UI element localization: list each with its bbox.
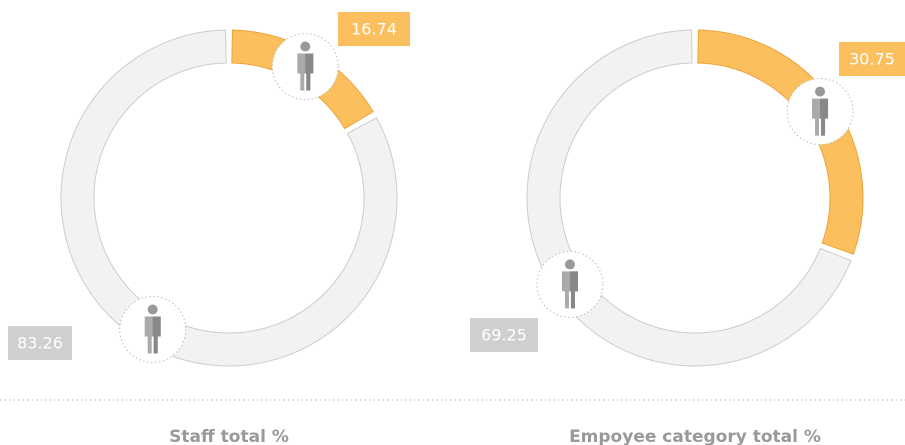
chart-title: Staff total % [169,427,289,445]
person-icon [119,295,187,363]
person-icon [786,78,854,146]
value-label-box [839,42,905,76]
donut-segment [697,29,864,255]
person-icon [536,250,604,318]
person-icon [271,33,339,101]
value-label: 30.75 [849,50,895,69]
icon-shade [152,316,161,354]
value-label-box [338,12,410,46]
value-label-box [8,326,72,360]
chart-title: Empoyee category total % [569,427,821,445]
value-label-box [470,318,538,352]
value-label: 83.26 [17,334,63,353]
value-label: 16.74 [351,20,397,39]
donut-segment [526,29,852,367]
icon-head [564,259,575,270]
icon-head [815,86,826,97]
icon-head [300,41,311,52]
icon-shade [305,53,314,91]
icon-head [147,304,158,315]
icon-shade [820,98,829,136]
value-label: 69.25 [481,326,527,345]
donut-segment [60,29,398,367]
icon-shade [569,271,578,309]
